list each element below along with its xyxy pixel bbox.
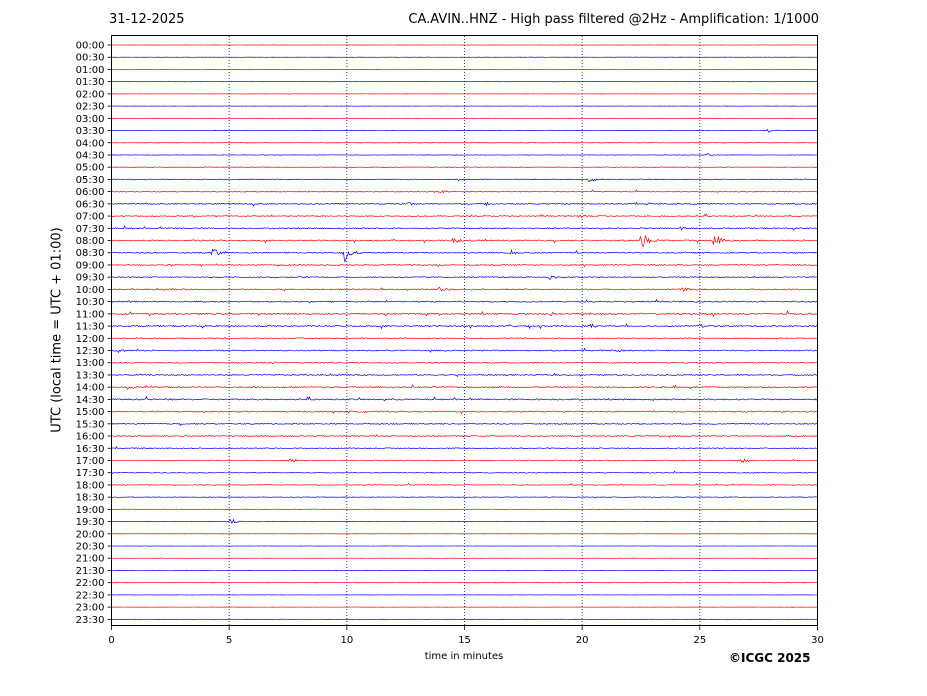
y-tick-label: 09:00: [76, 260, 105, 271]
trace-0430: [111, 153, 818, 156]
trace-0730: [111, 225, 818, 231]
y-tick-label: 12:00: [76, 334, 105, 345]
x-axis-ticks: 0 5 10 15 20 25 30: [108, 625, 824, 646]
y-tick-label: 17:00: [76, 456, 105, 467]
y-tick-label: 20:30: [76, 542, 105, 553]
y-tick-label: 13:00: [76, 358, 105, 369]
trace-1400: [111, 384, 818, 390]
x-tick-label: 10: [340, 635, 353, 646]
trace-1430: [111, 395, 818, 402]
vertical-gridlines: [228, 36, 701, 625]
y-tick-label: 06:00: [76, 187, 105, 198]
x-tick-label: 25: [693, 635, 706, 646]
trace-1130: [111, 323, 818, 330]
trace-1230: [111, 347, 818, 354]
y-tick-label: 05:30: [76, 175, 105, 186]
y-tick-label: 22:00: [76, 578, 105, 589]
y-axis-label: UTC (local time = UTC + 01:00): [49, 227, 65, 433]
y-tick-label: 02:00: [76, 89, 105, 100]
y-tick-label: 20:00: [76, 529, 105, 540]
trace-1100: [111, 310, 818, 318]
y-tick-label: 03:00: [76, 114, 105, 125]
y-tick-label: 11:00: [76, 309, 105, 320]
y-tick-label: 15:00: [76, 407, 105, 418]
trace-1900: [111, 508, 818, 511]
trace-1730: [111, 470, 818, 475]
trace-1330: [111, 372, 818, 377]
trace-1500: [111, 410, 818, 415]
trace-1830: [111, 496, 818, 499]
y-tick-label: 14:30: [76, 395, 105, 406]
x-tick-label: 30: [811, 635, 824, 646]
y-tick-label: 19:00: [76, 505, 105, 516]
y-tick-label: 09:30: [76, 273, 105, 284]
y-tick-label: 15:30: [76, 419, 105, 430]
y-tick-label: 19:30: [76, 517, 105, 528]
trace-0600: [111, 189, 818, 194]
trace-1930: [111, 518, 818, 524]
y-tick-label: 22:30: [76, 590, 105, 601]
y-tick-label: 21:00: [76, 554, 105, 565]
y-tick-label: 05:00: [76, 163, 105, 174]
trace-0900: [111, 263, 818, 268]
y-tick-label: 04:30: [76, 150, 105, 161]
y-tick-label: 10:00: [76, 285, 105, 296]
trace-1200: [111, 337, 818, 340]
y-tick-label: 07:30: [76, 224, 105, 235]
x-tick-label: 20: [576, 635, 589, 646]
trace-0700: [111, 213, 818, 218]
trace-0800: [111, 235, 818, 248]
y-tick-label: 06:30: [76, 199, 105, 210]
trace-1030: [111, 298, 818, 304]
trace-0930: [111, 275, 818, 280]
y-tick-label: 18:30: [76, 493, 105, 504]
y-tick-label: 04:00: [76, 138, 105, 149]
y-tick-label: 12:30: [76, 346, 105, 357]
y-tick-label: 17:30: [76, 468, 105, 479]
trace-1600: [111, 434, 818, 439]
y-tick-label: 01:30: [76, 77, 105, 88]
y-tick-label: 18:00: [76, 480, 105, 491]
y-tick-label: 00:30: [76, 53, 105, 64]
trace-1300: [111, 361, 818, 364]
y-tick-label: 02:30: [76, 102, 105, 113]
y-tick-label: 16:30: [76, 444, 105, 455]
y-tick-label: 21:30: [76, 566, 105, 577]
trace-1700: [111, 458, 818, 464]
trace-0830: [111, 248, 818, 262]
y-tick-label: 14:00: [76, 383, 105, 394]
y-tick-label: 16:00: [76, 432, 105, 443]
y-tick-label: 03:30: [76, 126, 105, 137]
x-tick-label: 5: [226, 635, 232, 646]
trace-1530: [111, 422, 818, 427]
chart-title: CA.AVIN..HNZ - High pass filtered @2Hz -…: [408, 12, 819, 27]
x-tick-label: 0: [108, 635, 114, 646]
trace-1800: [111, 483, 818, 486]
y-tick-label: 23:30: [76, 615, 105, 626]
y-tick-label: 08:30: [76, 248, 105, 259]
y-tick-label: 10:30: [76, 297, 105, 308]
y-tick-label: 01:00: [76, 65, 105, 76]
seismic-traces: [111, 44, 818, 620]
y-tick-label: 13:30: [76, 370, 105, 381]
trace-1630: [111, 446, 818, 450]
y-tick-label: 00:00: [76, 41, 105, 52]
trace-0330: [111, 128, 818, 133]
y-tick-label: 07:00: [76, 212, 105, 223]
copyright-text: ©ICGC 2025: [729, 651, 811, 665]
chart-date: 31-12-2025: [109, 12, 185, 27]
trace-0530: [111, 178, 818, 182]
y-tick-label: 23:00: [76, 603, 105, 614]
y-tick-label: 08:00: [76, 236, 105, 247]
x-axis-label: time in minutes: [424, 651, 504, 662]
trace-1000: [111, 286, 818, 292]
trace-0630: [111, 201, 818, 207]
x-tick-label: 15: [458, 635, 471, 646]
y-tick-label: 11:30: [76, 322, 105, 333]
trace-0500: [111, 166, 818, 168]
